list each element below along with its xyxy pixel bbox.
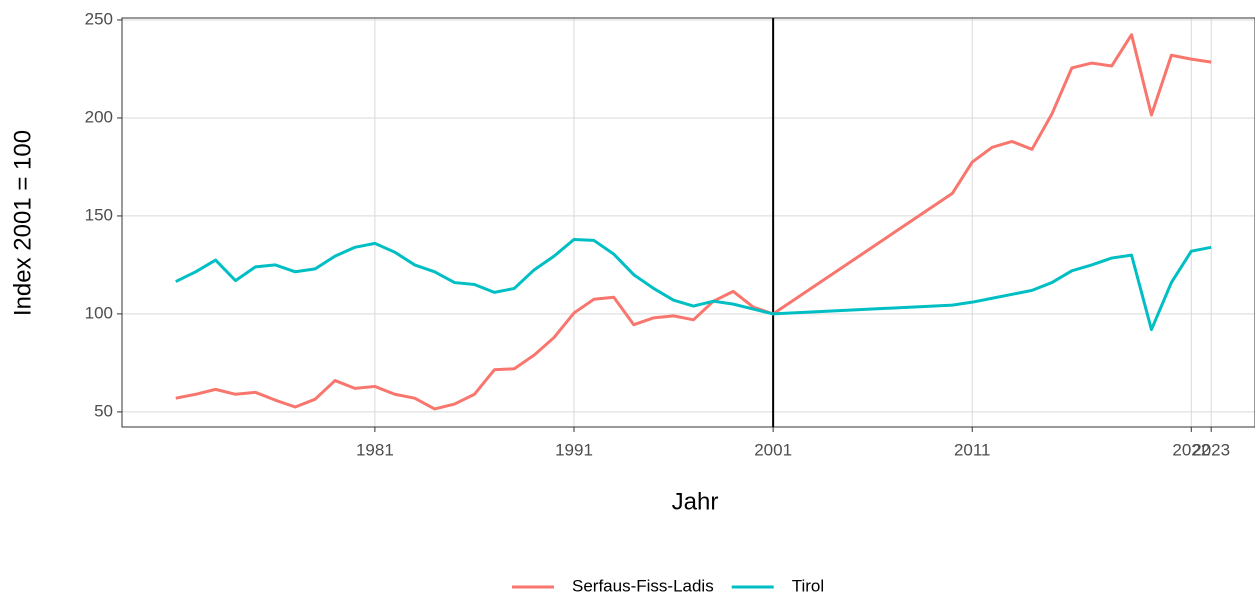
y-tick-label: 250 <box>85 9 113 28</box>
x-tick-label: 2001 <box>754 440 792 459</box>
legend-label: Serfaus-Fiss-Ladis <box>572 576 714 595</box>
x-tick-label: 2023 <box>1192 440 1230 459</box>
x-axis-title: Jahr <box>672 488 719 515</box>
y-tick-label: 100 <box>85 303 113 322</box>
y-tick-label: 50 <box>94 401 113 420</box>
plot-border <box>121 17 1255 428</box>
x-tick-label: 2011 <box>954 440 991 459</box>
y-axis-title: Index 2001 = 100 <box>9 130 36 316</box>
x-tick-label: 1981 <box>356 440 394 459</box>
series-line <box>175 33 1212 411</box>
x-tick-label: 1991 <box>555 440 593 459</box>
series-line <box>175 237 1212 332</box>
legend-label: Tirol <box>792 576 824 595</box>
y-tick-label: 200 <box>85 107 113 126</box>
y-tick-label: 150 <box>85 205 113 224</box>
legend: Serfaus-Fiss-Ladis Tirol <box>512 576 824 595</box>
x-tick-label: 2022 <box>1172 440 1210 459</box>
